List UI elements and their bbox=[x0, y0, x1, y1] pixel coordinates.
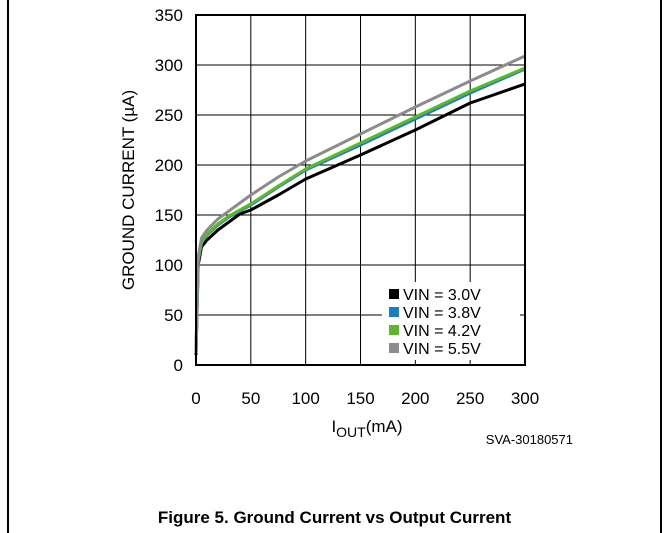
page-frame-right bbox=[660, 0, 662, 533]
x-tick-label: 100 bbox=[291, 389, 319, 408]
x-tick-label: 300 bbox=[511, 389, 539, 408]
x-tick-label: 250 bbox=[456, 389, 484, 408]
x-axis-label: IOUT(mA) bbox=[331, 417, 402, 440]
page-frame-left bbox=[7, 0, 9, 533]
y-tick-label: 100 bbox=[155, 256, 183, 275]
y-tick-label: 200 bbox=[155, 156, 183, 175]
y-tick-label: 50 bbox=[164, 306, 183, 325]
x-tick-label: 50 bbox=[241, 389, 260, 408]
legend-background bbox=[382, 282, 520, 360]
series-line-3 bbox=[194, 54, 526, 353]
chart-series bbox=[194, 54, 526, 356]
legend-swatch bbox=[389, 343, 399, 353]
figure-caption: Figure 5. Ground Current vs Output Curre… bbox=[157, 508, 512, 527]
legend-swatch bbox=[389, 325, 399, 335]
y-tick-labels: 0 50 100 150 200 250 300 350 bbox=[155, 6, 183, 375]
plot-border bbox=[195, 14, 526, 366]
ground-current-chart: 0 50 100 150 200 250 300 0 50 100 150 200 250 300 350… bbox=[119, 6, 573, 447]
y-tick-label: 250 bbox=[155, 106, 183, 125]
legend-swatch bbox=[389, 289, 399, 299]
legend-label: VIN = 3.0V bbox=[403, 287, 481, 304]
y-tick-label: 0 bbox=[174, 356, 183, 375]
x-axis-label-main: I bbox=[331, 417, 336, 436]
y-axis-label: GROUND CURRENT (µA) bbox=[119, 90, 138, 290]
y-tick-label: 350 bbox=[155, 6, 183, 25]
x-tick-label: 0 bbox=[191, 389, 200, 408]
figure-code: SVA-30180571 bbox=[486, 432, 573, 447]
legend-label: VIN = 4.2V bbox=[403, 323, 481, 340]
x-tick-label: 200 bbox=[401, 389, 429, 408]
y-tick-label: 150 bbox=[155, 206, 183, 225]
x-axis-label-subscript: OUT bbox=[336, 424, 366, 440]
legend-swatch bbox=[389, 307, 399, 317]
legend-label: VIN = 3.8V bbox=[403, 305, 481, 322]
x-axis-label-unit: (mA) bbox=[366, 417, 403, 436]
y-tick-label: 300 bbox=[155, 56, 183, 75]
plot-frame bbox=[195, 14, 526, 366]
legend-label: VIN = 5.5V bbox=[403, 341, 481, 358]
x-tick-label: 150 bbox=[346, 389, 374, 408]
x-tick-labels: 0 50 100 150 200 250 300 bbox=[191, 389, 539, 408]
